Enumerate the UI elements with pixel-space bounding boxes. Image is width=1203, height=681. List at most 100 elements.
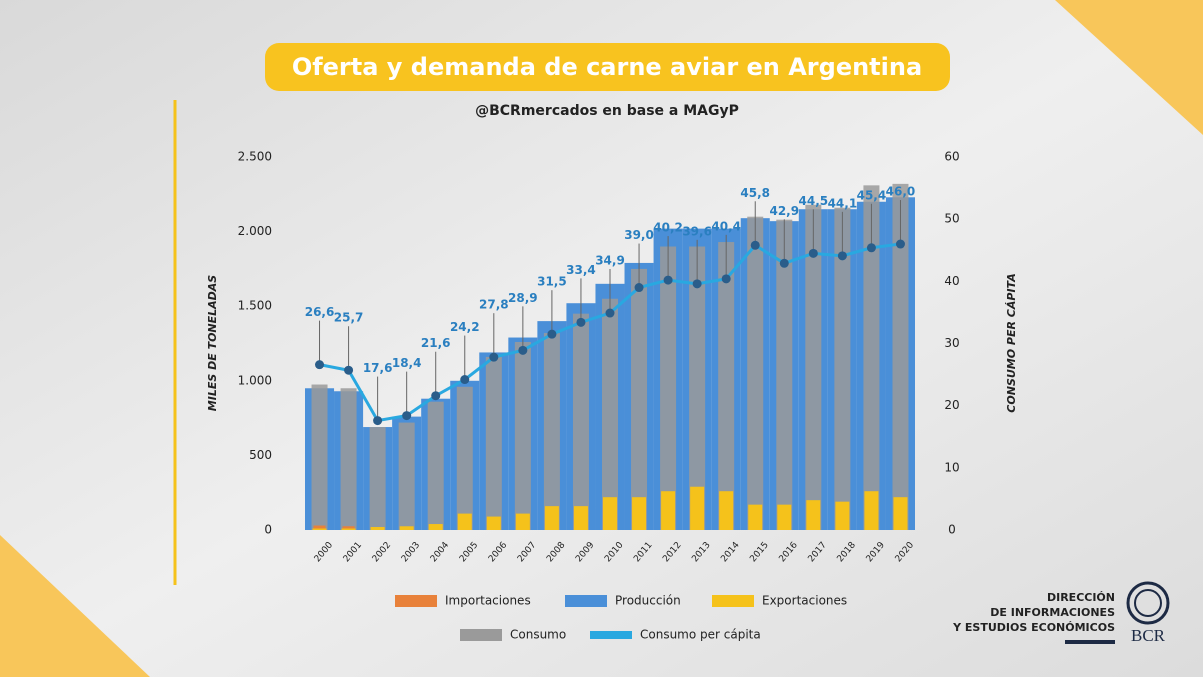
bar xyxy=(515,513,530,530)
bar xyxy=(748,504,763,530)
data-label: 39,6 xyxy=(682,224,712,238)
legend-swatch xyxy=(395,595,437,607)
bar xyxy=(834,207,851,530)
logo-seal xyxy=(1126,581,1170,625)
y-tick-label: 1.000 xyxy=(238,373,272,387)
bar xyxy=(690,486,705,530)
bar xyxy=(602,298,618,530)
bar xyxy=(689,246,706,530)
point xyxy=(518,345,528,355)
bar xyxy=(370,527,385,530)
point xyxy=(402,411,412,421)
bar xyxy=(661,491,676,530)
bar xyxy=(893,497,908,530)
legend-swatch xyxy=(590,631,632,639)
legend-swatch xyxy=(712,595,754,607)
bar xyxy=(806,500,821,530)
bar xyxy=(718,242,735,530)
point xyxy=(808,248,818,258)
data-label: 25,7 xyxy=(334,311,364,325)
point xyxy=(750,240,760,250)
point xyxy=(866,243,876,253)
y-axis-label: MILES DE TONELADAS xyxy=(206,275,219,412)
data-label: 21,6 xyxy=(421,336,451,350)
bar xyxy=(399,526,414,530)
legend-swatch xyxy=(460,629,502,641)
bar xyxy=(805,204,822,530)
y-tick-label: 2.500 xyxy=(238,150,272,164)
legend-label: Exportaciones xyxy=(762,594,847,608)
bar xyxy=(456,386,473,530)
data-label: 34,9 xyxy=(595,254,625,268)
data-label: 45,4 xyxy=(857,188,887,202)
data-label: 40,4 xyxy=(711,219,741,233)
data-label: 26,6 xyxy=(305,305,335,319)
y-tick-label: 0 xyxy=(264,523,272,537)
point xyxy=(692,279,702,289)
data-label: 31,5 xyxy=(537,275,567,289)
data-label: 28,9 xyxy=(508,291,538,305)
y-tick-label: 500 xyxy=(249,448,272,462)
y2-tick-label: 10 xyxy=(944,460,959,474)
point xyxy=(634,283,644,293)
point xyxy=(460,375,470,385)
bar xyxy=(603,497,617,530)
bar xyxy=(369,427,386,530)
y2-tick-label: 20 xyxy=(944,398,959,412)
bar xyxy=(719,491,734,530)
bar xyxy=(747,216,764,530)
bar xyxy=(776,219,793,530)
data-label: 18,4 xyxy=(392,356,422,370)
bar xyxy=(311,384,328,530)
legend-label: Consumo xyxy=(510,628,566,642)
chart-subtitle: @BCRmercados en base a MAGyP xyxy=(475,103,739,119)
bar xyxy=(398,422,415,530)
point xyxy=(431,391,441,401)
point xyxy=(721,274,731,284)
data-label: 45,8 xyxy=(740,186,770,200)
y2-tick-label: 50 xyxy=(944,212,959,226)
bar xyxy=(864,491,879,530)
y2-tick-label: 30 xyxy=(944,336,959,350)
point xyxy=(373,416,383,426)
data-label: 24,2 xyxy=(450,320,480,334)
y2-tick-label: 60 xyxy=(944,150,959,164)
data-label: 42,9 xyxy=(769,204,799,218)
point xyxy=(605,308,615,318)
legend-label: Importaciones xyxy=(445,594,531,608)
bar xyxy=(660,246,677,530)
point xyxy=(489,352,499,362)
bar xyxy=(863,185,880,530)
bar xyxy=(457,513,472,530)
bar xyxy=(543,333,560,530)
chart-title: Oferta y demanda de carne aviar en Argen… xyxy=(292,53,922,81)
bar xyxy=(340,388,357,530)
y-tick-label: 2.000 xyxy=(238,224,272,238)
bar xyxy=(544,506,559,530)
bar xyxy=(342,526,355,530)
legend-label: Producción xyxy=(615,594,681,608)
bar xyxy=(631,268,648,530)
point xyxy=(344,365,354,375)
y2-tick-label: 40 xyxy=(944,274,959,288)
footer-line: DE INFORMACIONES xyxy=(990,606,1115,619)
footer-rule xyxy=(1065,640,1115,644)
data-label: 44,5 xyxy=(799,194,829,208)
bar xyxy=(632,497,647,530)
bar xyxy=(835,501,850,530)
corner-decoration xyxy=(0,535,150,677)
footer-line: DIRECCIÓN xyxy=(1047,591,1115,604)
logo-text: BCR xyxy=(1131,626,1166,645)
bar xyxy=(486,516,501,530)
corner-decoration xyxy=(1055,0,1203,135)
data-label: 33,4 xyxy=(566,263,596,277)
point xyxy=(895,239,905,249)
data-label: 46,0 xyxy=(886,185,916,199)
title-pill xyxy=(265,43,950,91)
data-label: 39,0 xyxy=(624,228,654,242)
logo-seal xyxy=(1134,589,1162,617)
bar xyxy=(428,524,443,530)
data-label: 40,2 xyxy=(653,221,683,235)
